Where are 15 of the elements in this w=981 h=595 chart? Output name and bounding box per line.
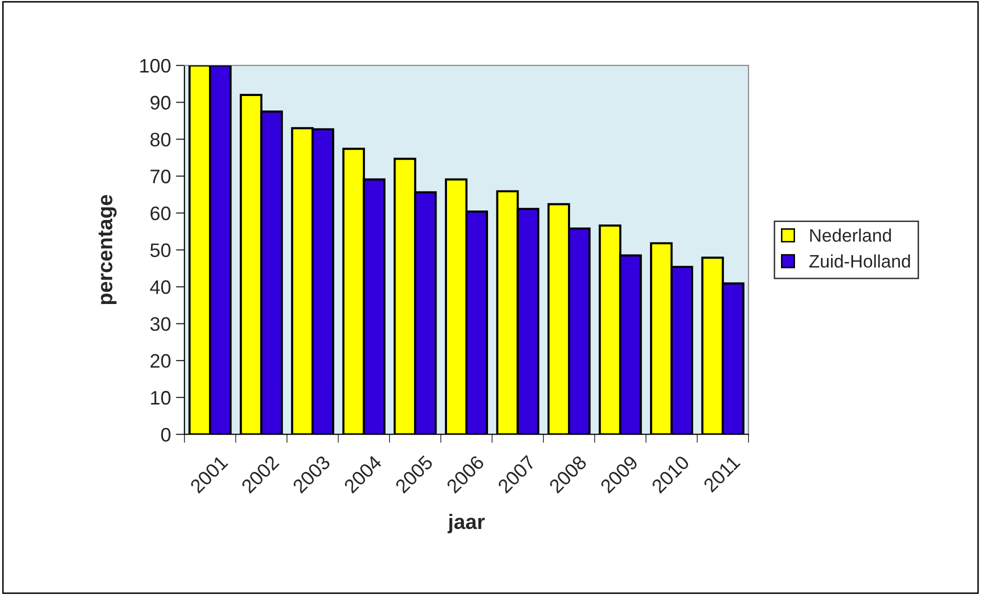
y-tick-label: 90 [150, 96, 170, 110]
y-tick-label: 80 [150, 132, 170, 146]
y-tick-label: 40 [150, 280, 170, 294]
y-tick-label: 60 [150, 206, 170, 220]
legend-label: Zuid-Holland [809, 254, 910, 268]
y-tick-label: 50 [150, 243, 170, 258]
y-tick-label: 0 [161, 428, 170, 442]
y-tick-label: 70 [150, 170, 170, 184]
legend-label: Nederland [810, 228, 891, 242]
y-tick-label: 100 [140, 58, 170, 73]
y-axis-title: percentage [98, 195, 117, 304]
x-axis-title: jaar [448, 514, 485, 534]
y-tick-label: 10 [151, 390, 170, 405]
y-tick-label: 30 [150, 317, 170, 331]
y-tick-label: 20 [150, 354, 170, 368]
